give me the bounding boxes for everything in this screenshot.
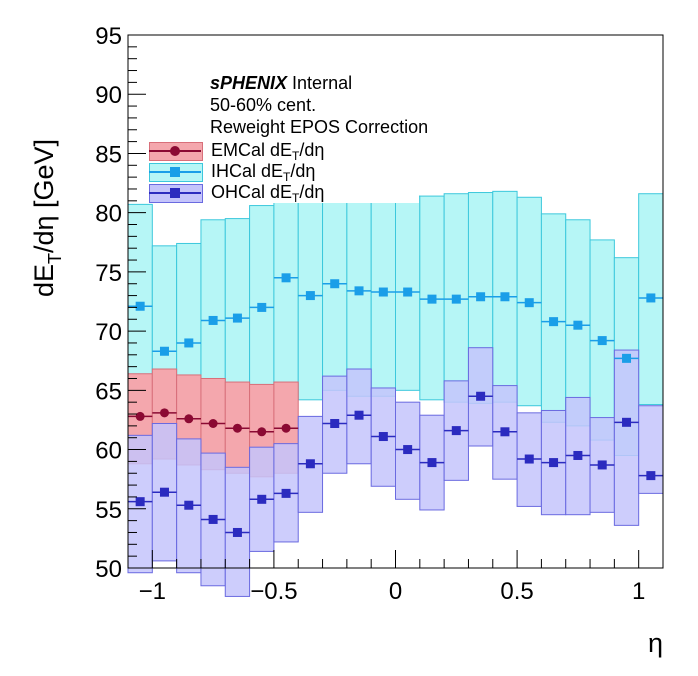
ihcal-point [159, 346, 169, 356]
ihcal-point [208, 315, 218, 325]
ohcal-point [597, 460, 607, 470]
legend-label-ohcal: OHCal dET/dη [211, 182, 325, 205]
emcal-point [184, 414, 194, 424]
ihcal-point [573, 320, 583, 330]
experiment-name: sPHENIX [210, 73, 288, 93]
ihcal-point [378, 287, 388, 297]
ihcal-point [500, 292, 510, 302]
ohcal-band [395, 401, 421, 500]
ohcal-point [184, 500, 194, 510]
ihcal-band [273, 194, 299, 385]
ihcal-point [330, 279, 340, 289]
ohcal-point [622, 417, 632, 427]
x-axis-label: η [648, 628, 663, 658]
y-tick-label: 85 [95, 141, 122, 168]
y-tick-label: 65 [95, 378, 122, 405]
ihcal-square-marker [170, 167, 180, 177]
ohcal-point [549, 458, 559, 468]
y-axis-label: dET/dη [GeV] [29, 139, 65, 297]
x-tick-label: 1 [632, 578, 645, 605]
ihcal-point [354, 286, 364, 296]
y-tick-label: 60 [95, 438, 122, 465]
ohcal-point [281, 488, 291, 498]
ihcal-point [597, 336, 607, 346]
ohcal-band [638, 405, 664, 494]
y-tick-label: 90 [95, 82, 122, 109]
x-tick-label: 0.5 [500, 578, 533, 605]
ohcal-square-marker [170, 188, 180, 198]
emcal-point [208, 418, 218, 428]
correction-label: Reweight EPOS Correction [210, 117, 429, 137]
axes: 50 55 60 65 70 75 80 85 90 95 −1 −0.5 0 0.5 1 [95, 23, 664, 605]
legend-entry-ihcal: IHCal dET/dη [149, 161, 409, 184]
x-tick-label: −1 [139, 578, 166, 605]
ihcal-point [427, 294, 437, 304]
ohcal-point [476, 391, 486, 401]
ihcal-point [403, 287, 413, 297]
legend-entry-emcal: EMCal dET/dη [149, 140, 409, 163]
ihcal-band [346, 194, 372, 397]
experiment-status: Internal [292, 73, 353, 93]
ihcal-point [622, 353, 632, 363]
legend-label-emcal: EMCal dET/dη [211, 140, 325, 163]
ihcal-point [451, 294, 461, 304]
emcal-circle-marker [170, 146, 180, 156]
x-tick-label: 0 [389, 578, 402, 605]
ihcal-band [297, 193, 324, 401]
ohcal-point [403, 445, 413, 455]
ohcal-point [330, 418, 340, 428]
ohcal-point [232, 527, 242, 537]
ohcal-point [427, 458, 437, 468]
y-tick-label: 50 [95, 556, 122, 583]
emcal-point [232, 423, 242, 433]
ihcal-point [135, 301, 145, 311]
ihcal-band [322, 188, 348, 391]
ohcal-point [524, 454, 534, 464]
ohcal-point [257, 494, 267, 504]
ohcal-point [208, 514, 218, 524]
ohcal-point [354, 410, 364, 420]
emcal-point [159, 408, 169, 418]
ihcal-point [549, 317, 559, 327]
y-tick-label: 70 [95, 319, 122, 346]
ohcal-point [378, 432, 388, 442]
ihcal-point [184, 338, 194, 348]
x-tick-label: −0.5 [250, 578, 297, 605]
y-tick-label: 80 [95, 201, 122, 228]
legend-label-ihcal: IHCal dET/dη [211, 161, 316, 184]
ohcal-point [305, 459, 315, 469]
y-tick-label: 95 [95, 23, 122, 50]
ihcal-point [476, 292, 486, 302]
experiment-label: sPHENIX Internal [210, 73, 352, 94]
emcal-point [257, 427, 267, 437]
ohcal-point [646, 471, 656, 481]
ohcal-band [613, 349, 640, 526]
ihcal-point [257, 302, 267, 312]
ohcal-point [135, 497, 145, 507]
legend-entry-ohcal: OHCal dET/dη [149, 182, 409, 205]
ohcal-point [500, 427, 510, 437]
ihcal-band [638, 193, 664, 406]
ohcal-point [159, 487, 169, 497]
emcal-point [281, 423, 291, 433]
emcal-point [135, 411, 145, 421]
ohcal-point [451, 426, 461, 436]
data-points [128, 273, 663, 537]
ohcal-point [573, 450, 583, 460]
ihcal-point [524, 298, 534, 308]
centrality-label: 50-60% cent. [210, 95, 317, 115]
ihcal-point [305, 291, 315, 301]
ihcal-band [443, 193, 469, 403]
y-tick-label: 55 [95, 497, 122, 524]
ihcal-point [232, 313, 242, 323]
y-tick-label: 75 [95, 260, 122, 287]
ihcal-point [646, 293, 656, 303]
ihcal-point [281, 273, 291, 283]
